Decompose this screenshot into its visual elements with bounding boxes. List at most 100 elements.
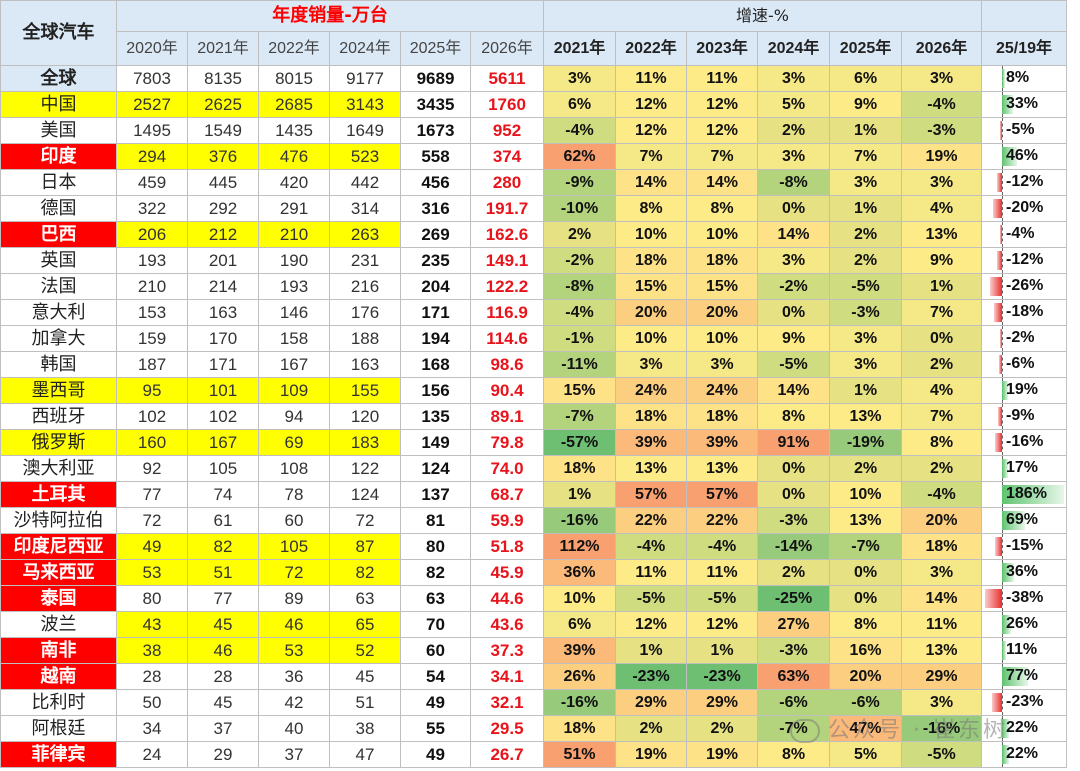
sales-value: 89	[258, 585, 330, 612]
growth-value: 0%	[829, 585, 902, 612]
growth-value: 11%	[686, 559, 758, 586]
country-name: 德国	[0, 195, 117, 222]
sales-value: 122.2	[470, 273, 544, 300]
growth-value: 1%	[543, 481, 616, 508]
databar-axis	[1002, 248, 1003, 273]
growth-value: -7%	[829, 533, 902, 560]
growth-value: 57%	[686, 481, 758, 508]
country-name: 澳大利亚	[0, 455, 117, 482]
growth-value: 3%	[829, 351, 902, 378]
growth-value: 14%	[757, 221, 830, 248]
ratio-value: -18%	[1006, 303, 1044, 320]
growth-value: 7%	[829, 143, 902, 170]
country-name: 西班牙	[0, 403, 117, 430]
growth-value: 7%	[686, 143, 758, 170]
sales-value: 194	[400, 325, 471, 352]
growth-value: 63%	[757, 663, 830, 690]
ratio-cell: 11%	[981, 637, 1067, 664]
sales-value: 8135	[187, 65, 259, 92]
growth-value: 2%	[757, 117, 830, 144]
growth-value: 1%	[901, 273, 982, 300]
ratio-cell: -15%	[981, 533, 1067, 560]
ratio-databar	[1000, 329, 1002, 348]
growth-value: -4%	[901, 91, 982, 118]
sales-value: 55	[400, 715, 471, 742]
growth-value: 9%	[901, 247, 982, 274]
corner-header: 全球汽车	[0, 0, 117, 66]
ratio-databar	[1002, 667, 1028, 686]
growth-value: 19%	[615, 741, 687, 768]
sales-value: 162.6	[470, 221, 544, 248]
growth-value: 22%	[686, 507, 758, 534]
ratio-cell: 22%	[981, 715, 1067, 742]
sales-value: 167	[258, 351, 330, 378]
sales-value: 36	[258, 663, 330, 690]
sales-value: 210	[258, 221, 330, 248]
growth-value: 11%	[615, 65, 687, 92]
sales-value: 156	[400, 377, 471, 404]
growth-value: 3%	[757, 65, 830, 92]
country-name: 巴西	[0, 221, 117, 248]
country-row: 南非 38 46 53 52 60 37.3 39% 1% 1% -3% 16% 13% 11%	[0, 637, 1067, 664]
growth-value: 13%	[686, 455, 758, 482]
growth-value: 8%	[829, 611, 902, 638]
growth-value: 7%	[615, 143, 687, 170]
sales-value: 63	[400, 585, 471, 612]
sales-value: 374	[470, 143, 544, 170]
ratio-databar	[991, 693, 1002, 712]
ratio-value: -15%	[1006, 537, 1044, 554]
sales-value: 204	[400, 273, 471, 300]
ratio-cell: 186%	[981, 481, 1067, 508]
country-row: 德国 322 292 291 314 316 191.7 -10% 8% 8% 0% 1% 4% -20%	[0, 195, 1067, 222]
sales-value: 193	[258, 273, 330, 300]
growth-value: -5%	[615, 585, 687, 612]
ratio-databar	[1002, 511, 1025, 530]
ratio-databar	[1002, 95, 1013, 114]
growth-value: 2%	[757, 559, 830, 586]
sales-value: 34.1	[470, 663, 544, 690]
growth-value: 12%	[615, 117, 687, 144]
ratio-value: -38%	[1006, 589, 1044, 606]
growth-year-header: 2026年	[901, 31, 982, 66]
sales-value: 153	[116, 299, 188, 326]
databar-axis	[1002, 274, 1003, 299]
country-name: 波兰	[0, 611, 117, 638]
ratio-cell: -38%	[981, 585, 1067, 612]
sales-value: 28	[187, 663, 259, 690]
growth-value: 18%	[901, 533, 982, 560]
growth-value: 24%	[686, 377, 758, 404]
sales-value: 9689	[400, 65, 471, 92]
sales-value: 135	[400, 403, 471, 430]
growth-value: 2%	[829, 221, 902, 248]
sales-value: 51.8	[470, 533, 544, 560]
sales-value: 29	[187, 741, 259, 768]
country-name: 全球	[0, 65, 117, 92]
growth-value: 5%	[829, 741, 902, 768]
growth-value: -9%	[543, 169, 616, 196]
country-row: 巴西 206 212 210 263 269 162.6 2% 10% 10% 14% 2% 13% -4…	[0, 221, 1067, 248]
growth-value: -4%	[686, 533, 758, 560]
country-row: 美国 1495 1549 1435 1649 1673 952 -4% 12% 12% 2% 1% -3…	[0, 117, 1067, 144]
growth-value: 1%	[829, 117, 902, 144]
ratio-cell: 33%	[981, 91, 1067, 118]
growth-value: -57%	[543, 429, 616, 456]
growth-value: 13%	[829, 507, 902, 534]
ratio-databar	[996, 251, 1002, 270]
ratio-databar	[1002, 381, 1009, 400]
growth-value: 20%	[829, 663, 902, 690]
growth-value: 1%	[615, 637, 687, 664]
growth-value: -1%	[543, 325, 616, 352]
sales-year-header: 2020年	[116, 31, 188, 66]
growth-value: 18%	[615, 403, 687, 430]
ratio-cell: 26%	[981, 611, 1067, 638]
sales-value: 28	[116, 663, 188, 690]
sales-value: 34	[116, 715, 188, 742]
growth-value: 13%	[901, 637, 982, 664]
sales-value: 183	[329, 429, 401, 456]
ratio-databar	[1002, 563, 1014, 582]
growth-value: 3%	[901, 169, 982, 196]
growth-value: 3%	[615, 351, 687, 378]
growth-value: -4%	[543, 117, 616, 144]
country-name: 阿根廷	[0, 715, 117, 742]
sales-group-header: 年度销量-万台	[116, 0, 544, 32]
